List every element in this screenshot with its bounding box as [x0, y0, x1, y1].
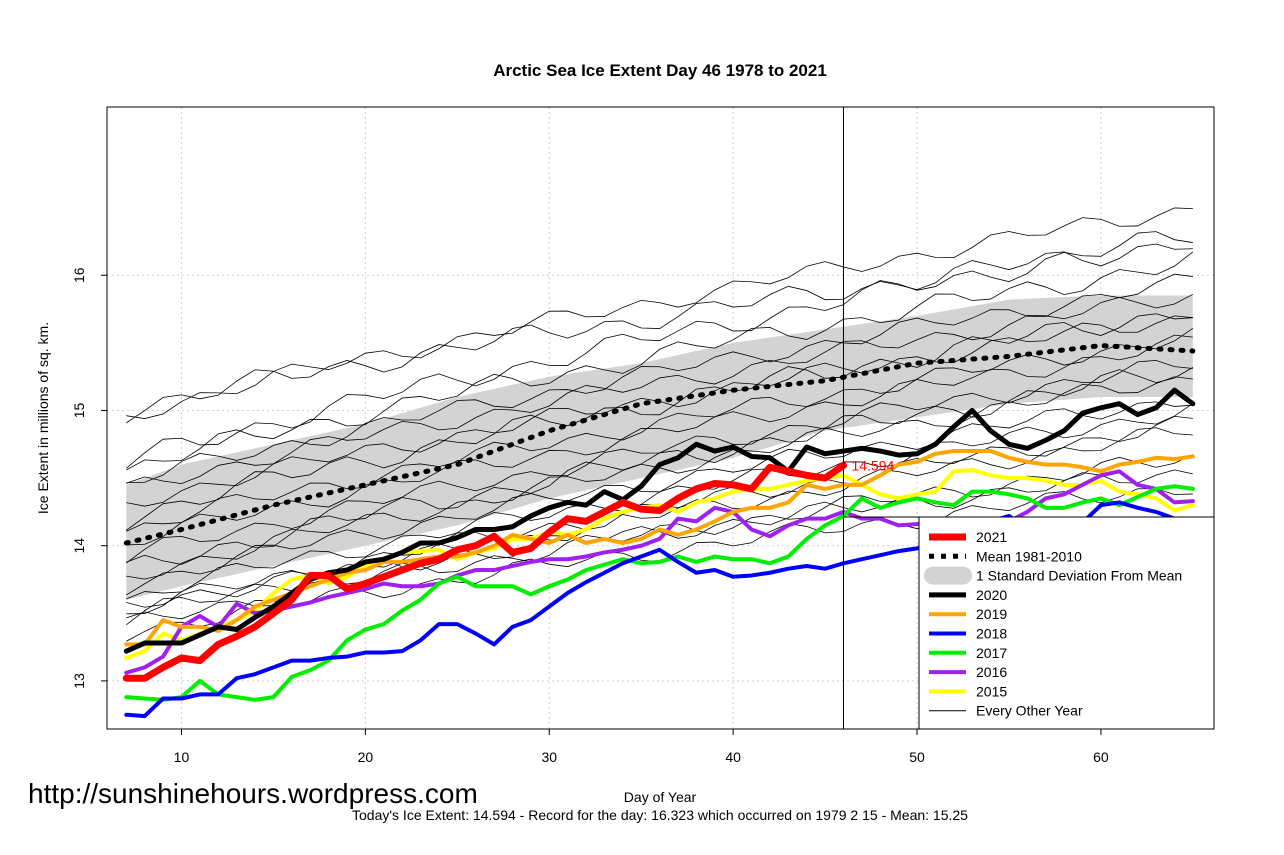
legend-label: 2016	[976, 664, 1007, 680]
highlighted-series	[122, 343, 1196, 719]
x-tick-label: 20	[358, 749, 374, 765]
x-axis-ticks: 10 20 30 40 50 60	[174, 729, 1109, 765]
every-other-year-line	[126, 207, 1193, 419]
legend: 2021 Mean 1981-2010 1 Standard Deviation F…	[918, 516, 1215, 730]
series-line-2015	[124, 467, 1195, 660]
legend-swatch-band	[924, 566, 972, 585]
x-tick-label: 30	[541, 749, 557, 765]
legend-label: Mean 1981-2010	[976, 548, 1082, 564]
series-line-mean-1981-2010	[123, 343, 1196, 546]
std-band-area	[126, 295, 1193, 600]
every-other-year-line	[126, 293, 1194, 485]
legend-label: 2020	[976, 587, 1007, 603]
series-line-2017	[124, 484, 1195, 702]
website-url: http://sunshinehours.wordpress.com	[28, 778, 478, 809]
y-tick-label: 15	[71, 402, 87, 418]
footer-summary: Today's Ice Extent: 14.594 - Record for …	[352, 807, 968, 823]
std-deviation-band	[126, 295, 1193, 600]
legend-label: 2015	[976, 683, 1007, 699]
legend-label: 2019	[976, 606, 1007, 622]
x-tick-label: 50	[909, 749, 925, 765]
every-other-year-line	[126, 273, 1193, 484]
x-axis-label: Day of Year	[624, 789, 697, 805]
y-axis-label: Ice Extent in millions of sq. km.	[35, 322, 51, 514]
every-other-year-line	[126, 231, 1193, 469]
chart-title: Arctic Sea Ice Extent Day 46 1978 to 202…	[493, 61, 827, 80]
legend-box	[918, 516, 1215, 730]
x-tick-label: 40	[725, 749, 741, 765]
x-tick-label: 60	[1093, 749, 1109, 765]
every-other-year-lines	[126, 207, 1194, 642]
legend-label: 2017	[976, 645, 1007, 661]
y-axis-ticks: 13 14 15 16	[71, 267, 107, 689]
every-other-year-line	[126, 251, 1194, 471]
series-line-2021	[122, 461, 847, 682]
every-other-year-line	[126, 334, 1193, 546]
every-other-year-line	[126, 366, 1194, 565]
x-tick-label: 10	[174, 749, 190, 765]
every-other-year-line	[126, 313, 1193, 531]
legend-label: 1 Standard Deviation From Mean	[976, 568, 1182, 584]
every-other-year-line	[126, 243, 1193, 424]
y-tick-label: 13	[71, 673, 87, 689]
legend-label: 2021	[976, 529, 1007, 545]
every-other-year-line	[126, 403, 1194, 600]
y-tick-label: 14	[71, 538, 87, 554]
every-other-year-line	[126, 328, 1194, 532]
plot-frame	[106, 106, 1215, 730]
current-value-annotation: 14.594	[851, 457, 894, 473]
legend-label: Every Other Year	[976, 703, 1083, 719]
y-tick-label: 16	[71, 267, 87, 283]
legend-label: 2018	[976, 626, 1007, 642]
